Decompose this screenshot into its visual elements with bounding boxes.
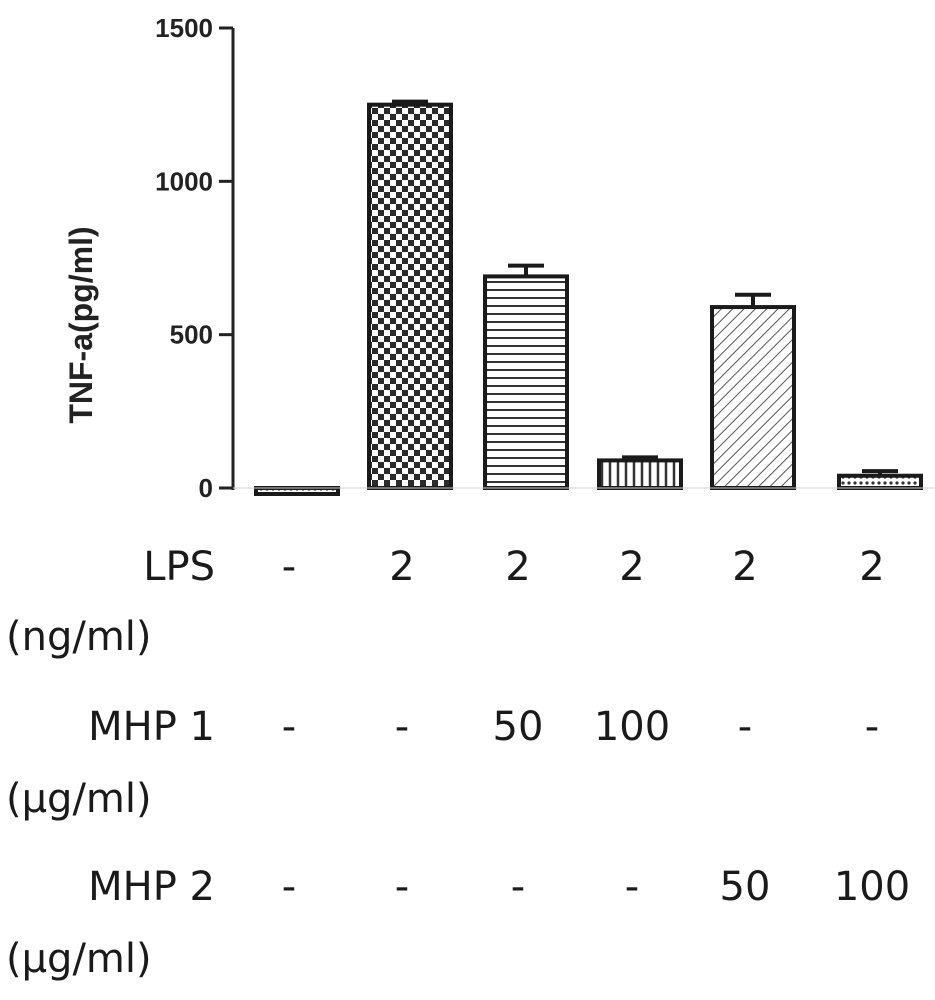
condition-unit: (μg/ml) xyxy=(6,936,152,982)
y-axis-title: TNF-a(pg/ml) xyxy=(63,226,99,423)
condition-value: - xyxy=(865,704,879,750)
condition-value: 2 xyxy=(732,544,757,590)
condition-unit: (μg/ml) xyxy=(6,776,152,822)
condition-value: - xyxy=(625,864,639,910)
bar xyxy=(367,102,453,491)
condition-table: LPS (ng/ml) - 2 2 2 2 2 MHP 1 (μg/ml) - - 50 100 - - MHP… xyxy=(6,544,910,982)
bar xyxy=(483,274,569,490)
y-tick-label: 0 xyxy=(199,473,213,503)
condition-value: - xyxy=(395,864,409,910)
condition-value: - xyxy=(395,704,409,750)
y-tick-label: 1500 xyxy=(155,13,213,43)
condition-label: LPS xyxy=(143,544,215,590)
bar xyxy=(597,458,683,490)
condition-value: 2 xyxy=(619,544,644,590)
y-ticks: 0 500 1000 1500 xyxy=(155,13,233,503)
bar xyxy=(254,486,340,496)
condition-label: MHP 1 xyxy=(88,704,215,750)
bars xyxy=(233,99,935,496)
condition-value: - xyxy=(282,544,296,590)
condition-value: 2 xyxy=(505,544,530,590)
condition-value: - xyxy=(738,704,752,750)
bar xyxy=(837,473,923,491)
condition-value: - xyxy=(282,704,296,750)
condition-value: 2 xyxy=(859,544,884,590)
bar xyxy=(710,305,796,491)
condition-value: 50 xyxy=(493,704,544,750)
condition-value: - xyxy=(511,864,525,910)
condition-value: 100 xyxy=(594,704,670,750)
condition-value: - xyxy=(282,864,296,910)
condition-unit: (ng/ml) xyxy=(6,614,152,660)
condition-value: 100 xyxy=(834,864,910,910)
condition-label: MHP 2 xyxy=(88,864,215,910)
condition-value: 2 xyxy=(389,544,414,590)
y-tick-label: 1000 xyxy=(155,166,213,196)
y-tick-label: 500 xyxy=(170,320,213,350)
condition-value: 50 xyxy=(720,864,771,910)
